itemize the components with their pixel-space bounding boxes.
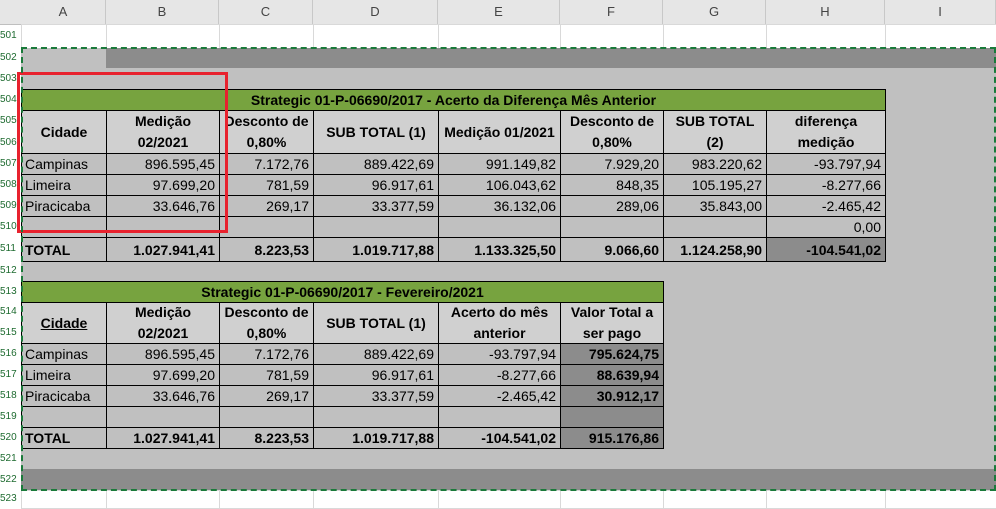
- row-header-506[interactable]: 506: [0, 132, 21, 153]
- row-number: 510: [0, 220, 17, 232]
- row-header-521[interactable]: 521: [0, 448, 21, 469]
- row-header-511[interactable]: 511: [0, 237, 21, 261]
- row-header-517[interactable]: 517: [0, 364, 21, 385]
- row-header-516[interactable]: 516: [0, 343, 21, 364]
- row-number: 514: [0, 306, 17, 317]
- row-number: 511: [0, 243, 16, 254]
- column-header-e[interactable]: E: [438, 0, 560, 24]
- row-header-509[interactable]: 509: [0, 195, 21, 216]
- row-number: 504: [0, 93, 17, 105]
- column-header-a[interactable]: A: [21, 0, 106, 24]
- row-header-505[interactable]: 505: [0, 110, 21, 132]
- column-header-i[interactable]: I: [885, 0, 996, 24]
- dark-band-bottom: [21, 469, 996, 490]
- table2-header-2[interactable]: Medição 02/2021: [106, 302, 220, 344]
- row-number: 517: [0, 368, 17, 380]
- table2-header-6[interactable]: Valor Total a ser pago: [560, 302, 664, 344]
- column-header-d[interactable]: D: [313, 0, 438, 24]
- row-number: 509: [0, 199, 17, 211]
- row-number: 512: [0, 265, 17, 276]
- row-number: 503: [0, 72, 17, 84]
- table1-header-8[interactable]: diferença medição: [766, 110, 886, 154]
- row-number: 505: [0, 115, 17, 126]
- row-header-519[interactable]: 519: [0, 406, 21, 427]
- row-header-501[interactable]: 501: [0, 24, 21, 48]
- row-header-515[interactable]: 515: [0, 322, 21, 343]
- column-header-g[interactable]: G: [663, 0, 766, 24]
- table1-title[interactable]: Strategic 01-P-06690/2017 - Acerto da Di…: [21, 89, 886, 111]
- table2-cell[interactable]: 795.624,75: [560, 343, 664, 365]
- row-number: 520: [0, 431, 17, 443]
- dark-band-top: [106, 48, 996, 68]
- table2-header-3[interactable]: Desconto de 0,80%: [219, 302, 314, 344]
- row-number: 502: [0, 52, 17, 63]
- row-header-510[interactable]: 510: [0, 216, 21, 237]
- row-header-523[interactable]: 523: [0, 490, 21, 508]
- row-header-522[interactable]: 522: [0, 469, 21, 490]
- table1-header-2[interactable]: Medição 02/2021: [106, 110, 220, 154]
- row-number: 518: [0, 389, 17, 401]
- column-header-h[interactable]: H: [766, 0, 885, 24]
- row-header-513[interactable]: 513: [0, 281, 21, 302]
- row-header-512[interactable]: 512: [0, 261, 21, 281]
- column-header-b[interactable]: B: [106, 0, 219, 24]
- table1-header-1[interactable]: Cidade: [21, 110, 107, 154]
- table1-header-3[interactable]: Desconto de 0,80%: [219, 110, 314, 154]
- row-number: 508: [0, 178, 17, 190]
- row-number: 515: [0, 326, 17, 338]
- row-header-502[interactable]: 502: [0, 48, 21, 68]
- table2-header-4[interactable]: SUB TOTAL (1): [313, 302, 439, 344]
- row-header-520[interactable]: 520: [0, 427, 21, 448]
- row-header-514[interactable]: 514: [0, 302, 21, 322]
- table1-total-cell[interactable]: -104.541,02: [766, 237, 886, 262]
- row-header-508[interactable]: 508: [0, 174, 21, 195]
- row-number: 519: [0, 410, 17, 422]
- table2-total-cell[interactable]: 915.176,86: [560, 427, 664, 449]
- row-number: 516: [0, 347, 17, 359]
- row-header-518[interactable]: 518: [0, 385, 21, 406]
- copy-selection-marquee: [21, 47, 996, 491]
- row-number: 501: [0, 30, 17, 41]
- table1-header-6[interactable]: Desconto de 0,80%: [560, 110, 664, 154]
- row-number: 506: [0, 136, 17, 148]
- gridline-h: [21, 24, 996, 25]
- column-header-c[interactable]: C: [219, 0, 313, 24]
- row-number: 523: [0, 493, 17, 504]
- row-header-507[interactable]: 507: [0, 153, 21, 174]
- row-header-503[interactable]: 503: [0, 68, 21, 89]
- row-number: 513: [0, 285, 17, 297]
- row-number: 521: [0, 452, 17, 464]
- row-header-504[interactable]: 504: [0, 89, 21, 110]
- row-number: 507: [0, 157, 17, 169]
- red-highlight-box: [17, 72, 228, 233]
- column-header-f[interactable]: F: [560, 0, 663, 24]
- row-number: 522: [0, 473, 17, 485]
